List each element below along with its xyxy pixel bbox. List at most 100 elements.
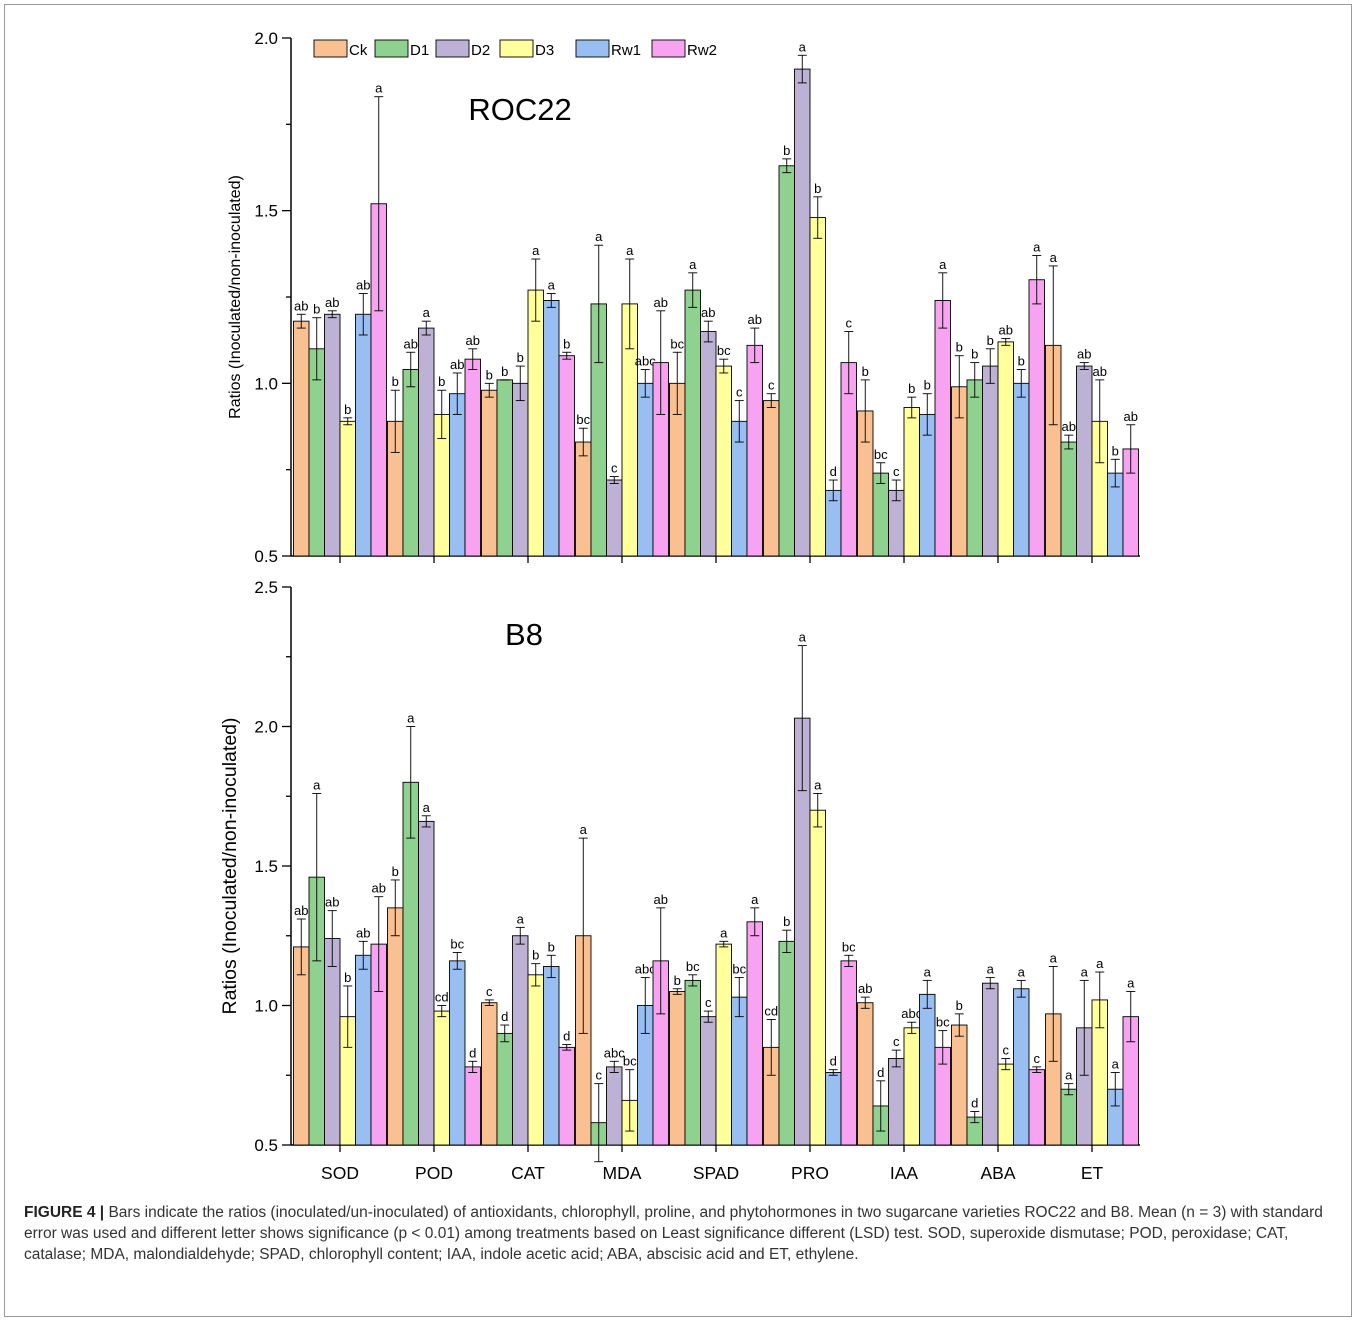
y-tick-label: 2.0 <box>254 29 278 48</box>
legend-swatch <box>435 39 470 58</box>
significance-label: a <box>423 305 431 320</box>
significance-label: d <box>563 1029 570 1044</box>
bar <box>872 472 889 557</box>
bar <box>1013 382 1030 557</box>
significance-label: a <box>799 39 807 54</box>
significance-label: abc <box>635 962 656 977</box>
bar <box>840 960 857 1146</box>
bar <box>387 907 404 1146</box>
bar <box>1013 988 1030 1146</box>
bar <box>700 331 717 557</box>
bar <box>857 1002 874 1146</box>
significance-label: b <box>956 340 963 355</box>
significance-label: c <box>1034 1051 1041 1066</box>
x-tick-label: ET <box>1081 1163 1104 1183</box>
bar <box>825 1072 842 1146</box>
y-tick-label: 2.0 <box>254 718 278 737</box>
significance-label: ab <box>404 336 418 351</box>
chart-title: B8 <box>505 617 543 652</box>
significance-label: c <box>705 995 712 1010</box>
significance-label: b <box>1112 443 1119 458</box>
significance-label: a <box>580 822 588 837</box>
significance-label: d <box>830 1054 837 1069</box>
y-tick-label: 1.0 <box>254 374 278 393</box>
bar <box>433 1010 450 1146</box>
significance-label: b <box>563 336 570 351</box>
significance-label: c <box>486 984 493 999</box>
significance-label: b <box>344 402 351 417</box>
bar <box>997 1063 1014 1146</box>
significance-label: cd <box>764 1003 778 1018</box>
significance-label: ab <box>294 298 308 313</box>
bar <box>558 355 575 557</box>
significance-label: ab <box>1062 419 1076 434</box>
significance-label: c <box>768 378 775 393</box>
significance-label: ab <box>748 312 762 327</box>
x-tick-label: SOD <box>321 1163 359 1183</box>
x-tick-label: PRO <box>791 1163 829 1183</box>
significance-label: b <box>908 381 915 396</box>
bar <box>966 379 983 557</box>
significance-label: bc <box>874 447 888 462</box>
chart-panel-1: 0.5 1.0 1.5 2.0 Ratios (Inoculated/non-inocu… <box>227 29 1140 566</box>
bar <box>809 809 826 1146</box>
significance-label: b <box>956 998 963 1013</box>
legend-label: D2 <box>471 42 490 59</box>
figure-caption: FIGURE 4 | Bars indicate the ratios (ino… <box>24 1202 1336 1265</box>
significance-label: b <box>344 970 351 985</box>
significance-label: b <box>438 374 445 389</box>
bar <box>809 217 826 557</box>
significance-label: ab <box>325 895 339 910</box>
legend-swatch <box>575 39 610 58</box>
significance-label: b <box>501 364 508 379</box>
significance-label: d <box>971 1096 978 1111</box>
significance-label: a <box>313 777 321 792</box>
significance-label: a <box>1050 250 1058 265</box>
x-tick-label: POD <box>415 1163 453 1183</box>
significance-label: a <box>1033 240 1041 255</box>
y-tick-label: 2.5 <box>254 578 278 597</box>
bar <box>464 1066 481 1146</box>
legend-swatch <box>651 39 686 58</box>
bar <box>903 1027 920 1146</box>
significance-label: a <box>595 229 603 244</box>
bar <box>402 369 419 557</box>
significance-label: bc <box>732 962 746 977</box>
significance-label: c <box>611 461 618 476</box>
bar <box>715 365 732 557</box>
significance-label: ab <box>356 278 370 293</box>
bar <box>496 379 513 557</box>
significance-label: a <box>1065 1068 1073 1083</box>
bar <box>794 68 811 557</box>
bar <box>684 289 701 557</box>
significance-label: d <box>501 1009 508 1024</box>
significance-label: b <box>814 181 821 196</box>
significance-label: d <box>877 1065 884 1080</box>
significance-label: a <box>751 892 759 907</box>
significance-label: ab <box>325 295 339 310</box>
y-tick-label: 1.5 <box>254 857 278 876</box>
significance-label: abc <box>901 1006 922 1021</box>
significance-label: b <box>517 350 524 365</box>
significance-label: a <box>1127 976 1135 991</box>
bar <box>746 344 763 557</box>
significance-label: bc <box>717 343 731 358</box>
significance-label: b <box>987 333 994 348</box>
significance-label: ab <box>701 305 715 320</box>
bar <box>606 479 623 557</box>
legend-swatch <box>374 39 409 58</box>
bar <box>919 993 936 1146</box>
significance-label: a <box>939 257 947 272</box>
significance-label: ab <box>450 357 464 372</box>
significance-label: a <box>517 911 525 926</box>
bar <box>1076 365 1093 557</box>
bar <box>715 943 732 1146</box>
bar <box>293 946 310 1146</box>
significance-label: ab <box>858 981 872 996</box>
x-tick-label: ABA <box>980 1163 1015 1183</box>
bar <box>731 996 748 1146</box>
bar <box>464 358 481 557</box>
bar <box>669 991 686 1146</box>
y-tick-label: 1.5 <box>254 202 278 221</box>
bar <box>919 413 936 557</box>
